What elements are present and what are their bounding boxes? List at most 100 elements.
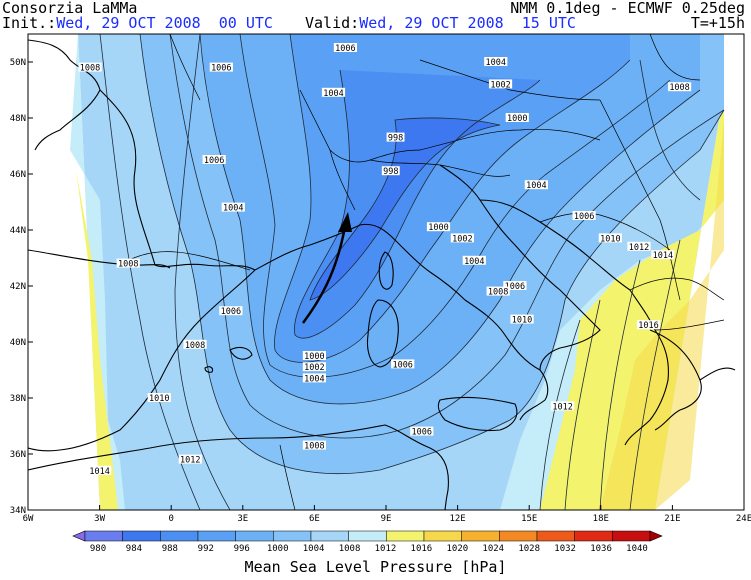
isobar-label-bg [219,306,243,316]
field-1020-east [600,120,724,510]
isobar-label: 1006 [574,212,594,222]
model-title: NMM 0.1deg - ECMWF 0.25deg [510,0,745,17]
isobar-label: 1010 [512,316,532,326]
isobar-label-bg [488,79,513,89]
isobar-label-bg [636,320,661,330]
colorbar-swatch [612,530,651,542]
isobar-label-bg [147,393,171,402]
lon-tick-label: 3E [237,514,248,524]
colorbar-level-label: 1012 [375,544,397,554]
field-992 [310,117,500,300]
isobar-label-bg [321,87,346,97]
isobar-line [599,259,641,510]
isobar-label: 1000 [507,114,527,124]
isobar-label-bg [386,132,405,142]
isobar-label: 1008 [118,260,138,270]
colorbar-swatch [499,530,538,542]
colorbar-swatch [348,530,387,542]
lead-time: T=+15h [690,14,745,32]
colorbar-level-label: 1020 [446,544,468,554]
coastline-italy-west [254,223,549,421]
isobar-label: 998 [388,134,403,144]
isobar-label: 1004 [526,181,546,191]
flow-arrow-head [338,212,352,232]
isobar-label-bg [505,113,529,122]
border-bosnia [539,212,671,251]
isobar-label: 1000 [304,352,324,362]
init-label: Init.: [2,14,57,32]
isobar-label: 1008 [185,341,205,351]
isobar-label: 1014 [89,467,109,477]
isobar-label: 1006 [221,307,241,317]
isobar-line [274,34,631,363]
colorbar-level-label: 984 [126,544,142,554]
latitude-ticks: 50N 48N 46N 44N 42N 40N 38N 36N 34N [10,58,33,516]
isobar-label-bg [178,454,202,464]
colorbar-level-label: 1016 [411,544,433,554]
isobar-label-bg [627,241,651,251]
border-hungary-serbia [599,99,681,301]
isobar-label-bg [572,211,596,220]
isobar-label: 1002 [304,363,324,373]
coastlines [28,39,736,510]
colorbar-level-label: 1008 [339,544,361,554]
isobar-line [174,34,231,510]
colorbar-level-label: 1040 [626,544,648,554]
isobar-label: 1012 [629,243,649,253]
lon-tick-label: 3W [94,514,105,524]
border-austria [419,128,601,151]
colorbar-level-label: 992 [198,544,214,554]
isobar-label: 1008 [304,442,324,452]
colorbar-swatch [574,530,613,542]
border-albania [629,277,725,301]
isobar-label: 1010 [149,394,169,404]
isobar-label-bg [381,166,400,176]
isobar-line [139,34,725,474]
lon-tick-label: 9E [381,514,392,524]
isobar-lines [99,34,725,510]
lat-tick-label: 44N [10,226,26,236]
isobar-label: 1000 [428,223,448,233]
isobar-line [239,34,671,378]
isobar-line [564,299,601,510]
isobar-label: 1002 [452,234,472,244]
isobar-label: 1006 [505,282,525,292]
lat-tick-label: 50N [10,58,26,68]
border-slovenia [439,164,511,177]
isobar-label: 1012 [552,402,572,412]
colorbar-swatch [235,530,274,542]
isobar-label: 1002 [490,80,510,90]
colorbar-swatch [423,530,462,542]
lon-tick-label: 6W [23,514,34,524]
isobar-line [309,117,501,301]
isobar-line [629,239,681,510]
coastline-greece [649,329,702,431]
field-1012-west [70,34,125,510]
coastline-atlantic-france [99,89,256,271]
isobar-label: 1012 [180,456,200,466]
pressure-colorbar: 980 984 988 992 996 1000 1004 1008 1012 1016 1020 1… [72,530,663,554]
colorbar-level-label: 1032 [554,544,576,554]
isobar-label-bg [302,362,326,372]
isobar-label-bg [116,258,140,268]
border-algeria-tunisia [279,444,296,510]
lon-tick-label: 18E [593,514,609,524]
source-title: Consorzia LaMMa [2,0,138,17]
colorbar-title: Mean Sea Level Pressure [hPa] [244,558,507,576]
colorbar-swatch [197,530,236,542]
island-sardinia [366,299,399,368]
isobar-label: 1008 [669,83,689,93]
isobar-label-bg [302,373,326,383]
longitude-ticks: 6W 3W 0 3E 6E 9E 12E 15E 18E 21E 24E [23,505,751,524]
colorbar-level-label: 996 [234,544,250,554]
isobar-label-bg [78,62,102,72]
isobar-label: 1008 [80,64,100,74]
lon-tick-label: 0 [168,514,173,524]
isobar-line [539,319,581,510]
colorbar-level-label: 1036 [590,544,612,554]
island-sicily [437,396,518,432]
border-france-italy [329,149,356,211]
lon-tick-label: 24E [736,514,751,524]
colorbar-swatch [84,530,123,542]
